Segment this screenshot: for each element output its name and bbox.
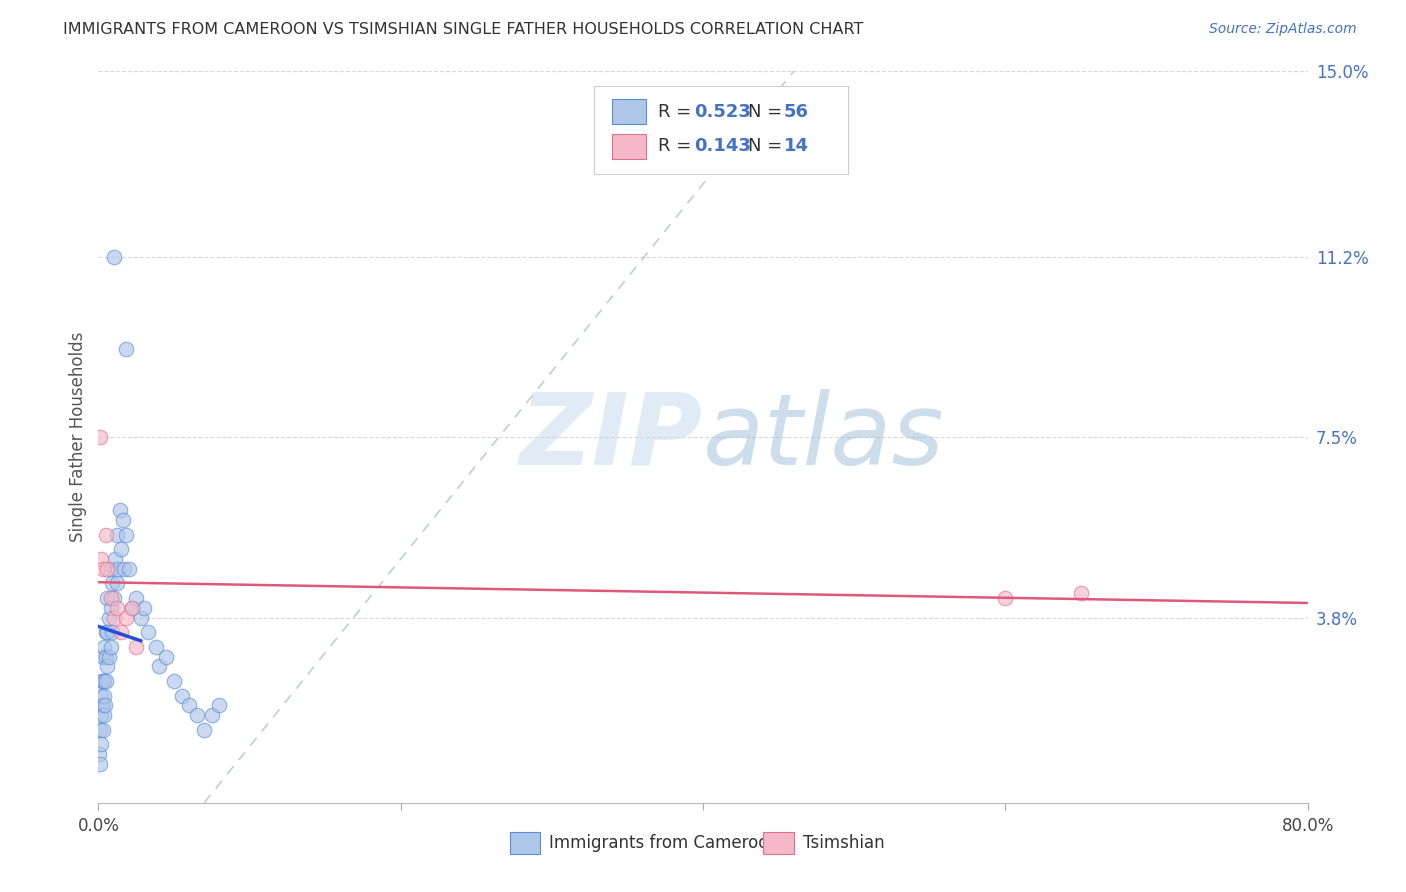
- Point: [186, 708, 208, 723]
- Point: [105, 576, 128, 591]
- Y-axis label: Single Father Households: Single Father Households: [69, 332, 87, 542]
- Point: [129, 610, 152, 624]
- Point: [104, 552, 127, 566]
- Point: [121, 600, 143, 615]
- Point: [125, 640, 148, 654]
- Point: [96, 591, 118, 605]
- Point: [91, 673, 114, 688]
- Point: [100, 600, 122, 615]
- Text: N =: N =: [748, 137, 787, 155]
- Point: [90, 689, 112, 703]
- Text: 0.143: 0.143: [695, 137, 751, 155]
- Text: Tsimshian: Tsimshian: [803, 834, 884, 852]
- Point: [96, 659, 118, 673]
- Point: [170, 689, 193, 703]
- Point: [114, 610, 136, 624]
- Point: [114, 343, 136, 357]
- Point: [118, 562, 141, 576]
- Point: [94, 673, 117, 688]
- Point: [89, 756, 111, 771]
- Text: 0.523: 0.523: [695, 103, 751, 120]
- Text: 56: 56: [785, 103, 808, 120]
- Point: [201, 708, 224, 723]
- Point: [114, 527, 136, 541]
- Point: [90, 698, 112, 713]
- Text: Immigrants from Cameroon: Immigrants from Cameroon: [550, 834, 779, 852]
- Point: [208, 698, 231, 713]
- Point: [101, 576, 124, 591]
- Point: [89, 430, 111, 444]
- Text: R =: R =: [658, 103, 697, 120]
- Point: [100, 562, 122, 576]
- Point: [108, 503, 131, 517]
- Point: [96, 625, 118, 640]
- Point: [107, 562, 129, 576]
- Point: [110, 625, 132, 640]
- Point: [112, 562, 135, 576]
- Point: [100, 591, 122, 605]
- Point: [89, 747, 111, 761]
- Point: [994, 591, 1017, 605]
- Point: [101, 625, 124, 640]
- Point: [94, 649, 117, 664]
- Point: [93, 640, 115, 654]
- Text: Source: ZipAtlas.com: Source: ZipAtlas.com: [1209, 22, 1357, 37]
- Bar: [613, 135, 647, 159]
- Text: IMMIGRANTS FROM CAMEROON VS TSIMSHIAN SINGLE FATHER HOUSEHOLDS CORRELATION CHART: IMMIGRANTS FROM CAMEROON VS TSIMSHIAN SI…: [63, 22, 863, 37]
- Point: [121, 600, 143, 615]
- Point: [91, 723, 114, 737]
- Point: [91, 562, 114, 576]
- Bar: [613, 99, 647, 124]
- Point: [91, 673, 114, 688]
- Point: [90, 737, 112, 751]
- Point: [94, 625, 117, 640]
- Point: [103, 591, 125, 605]
- Point: [110, 542, 132, 557]
- FancyBboxPatch shape: [595, 86, 848, 174]
- Text: ZIP: ZIP: [520, 389, 703, 485]
- Point: [90, 552, 112, 566]
- Text: 14: 14: [785, 137, 808, 155]
- Point: [96, 562, 118, 576]
- Point: [163, 673, 186, 688]
- Point: [125, 591, 148, 605]
- Point: [93, 708, 115, 723]
- Text: R =: R =: [658, 137, 697, 155]
- Point: [103, 250, 125, 264]
- Point: [136, 625, 159, 640]
- Point: [98, 610, 121, 624]
- Point: [90, 708, 112, 723]
- Point: [93, 673, 115, 688]
- Point: [103, 610, 125, 624]
- Bar: [509, 832, 540, 854]
- Point: [91, 649, 114, 664]
- Point: [111, 513, 134, 527]
- Point: [93, 689, 115, 703]
- Text: atlas: atlas: [703, 389, 945, 485]
- Text: N =: N =: [748, 103, 787, 120]
- Point: [145, 640, 167, 654]
- Point: [89, 723, 111, 737]
- Point: [179, 698, 201, 713]
- Point: [105, 527, 128, 541]
- Point: [155, 649, 177, 664]
- Point: [91, 698, 114, 713]
- Point: [94, 698, 117, 713]
- Point: [100, 640, 122, 654]
- Point: [1070, 586, 1092, 600]
- Point: [105, 600, 128, 615]
- Point: [148, 659, 170, 673]
- Point: [94, 527, 117, 541]
- Bar: [763, 832, 794, 854]
- Point: [193, 723, 215, 737]
- Point: [98, 649, 121, 664]
- Point: [132, 600, 155, 615]
